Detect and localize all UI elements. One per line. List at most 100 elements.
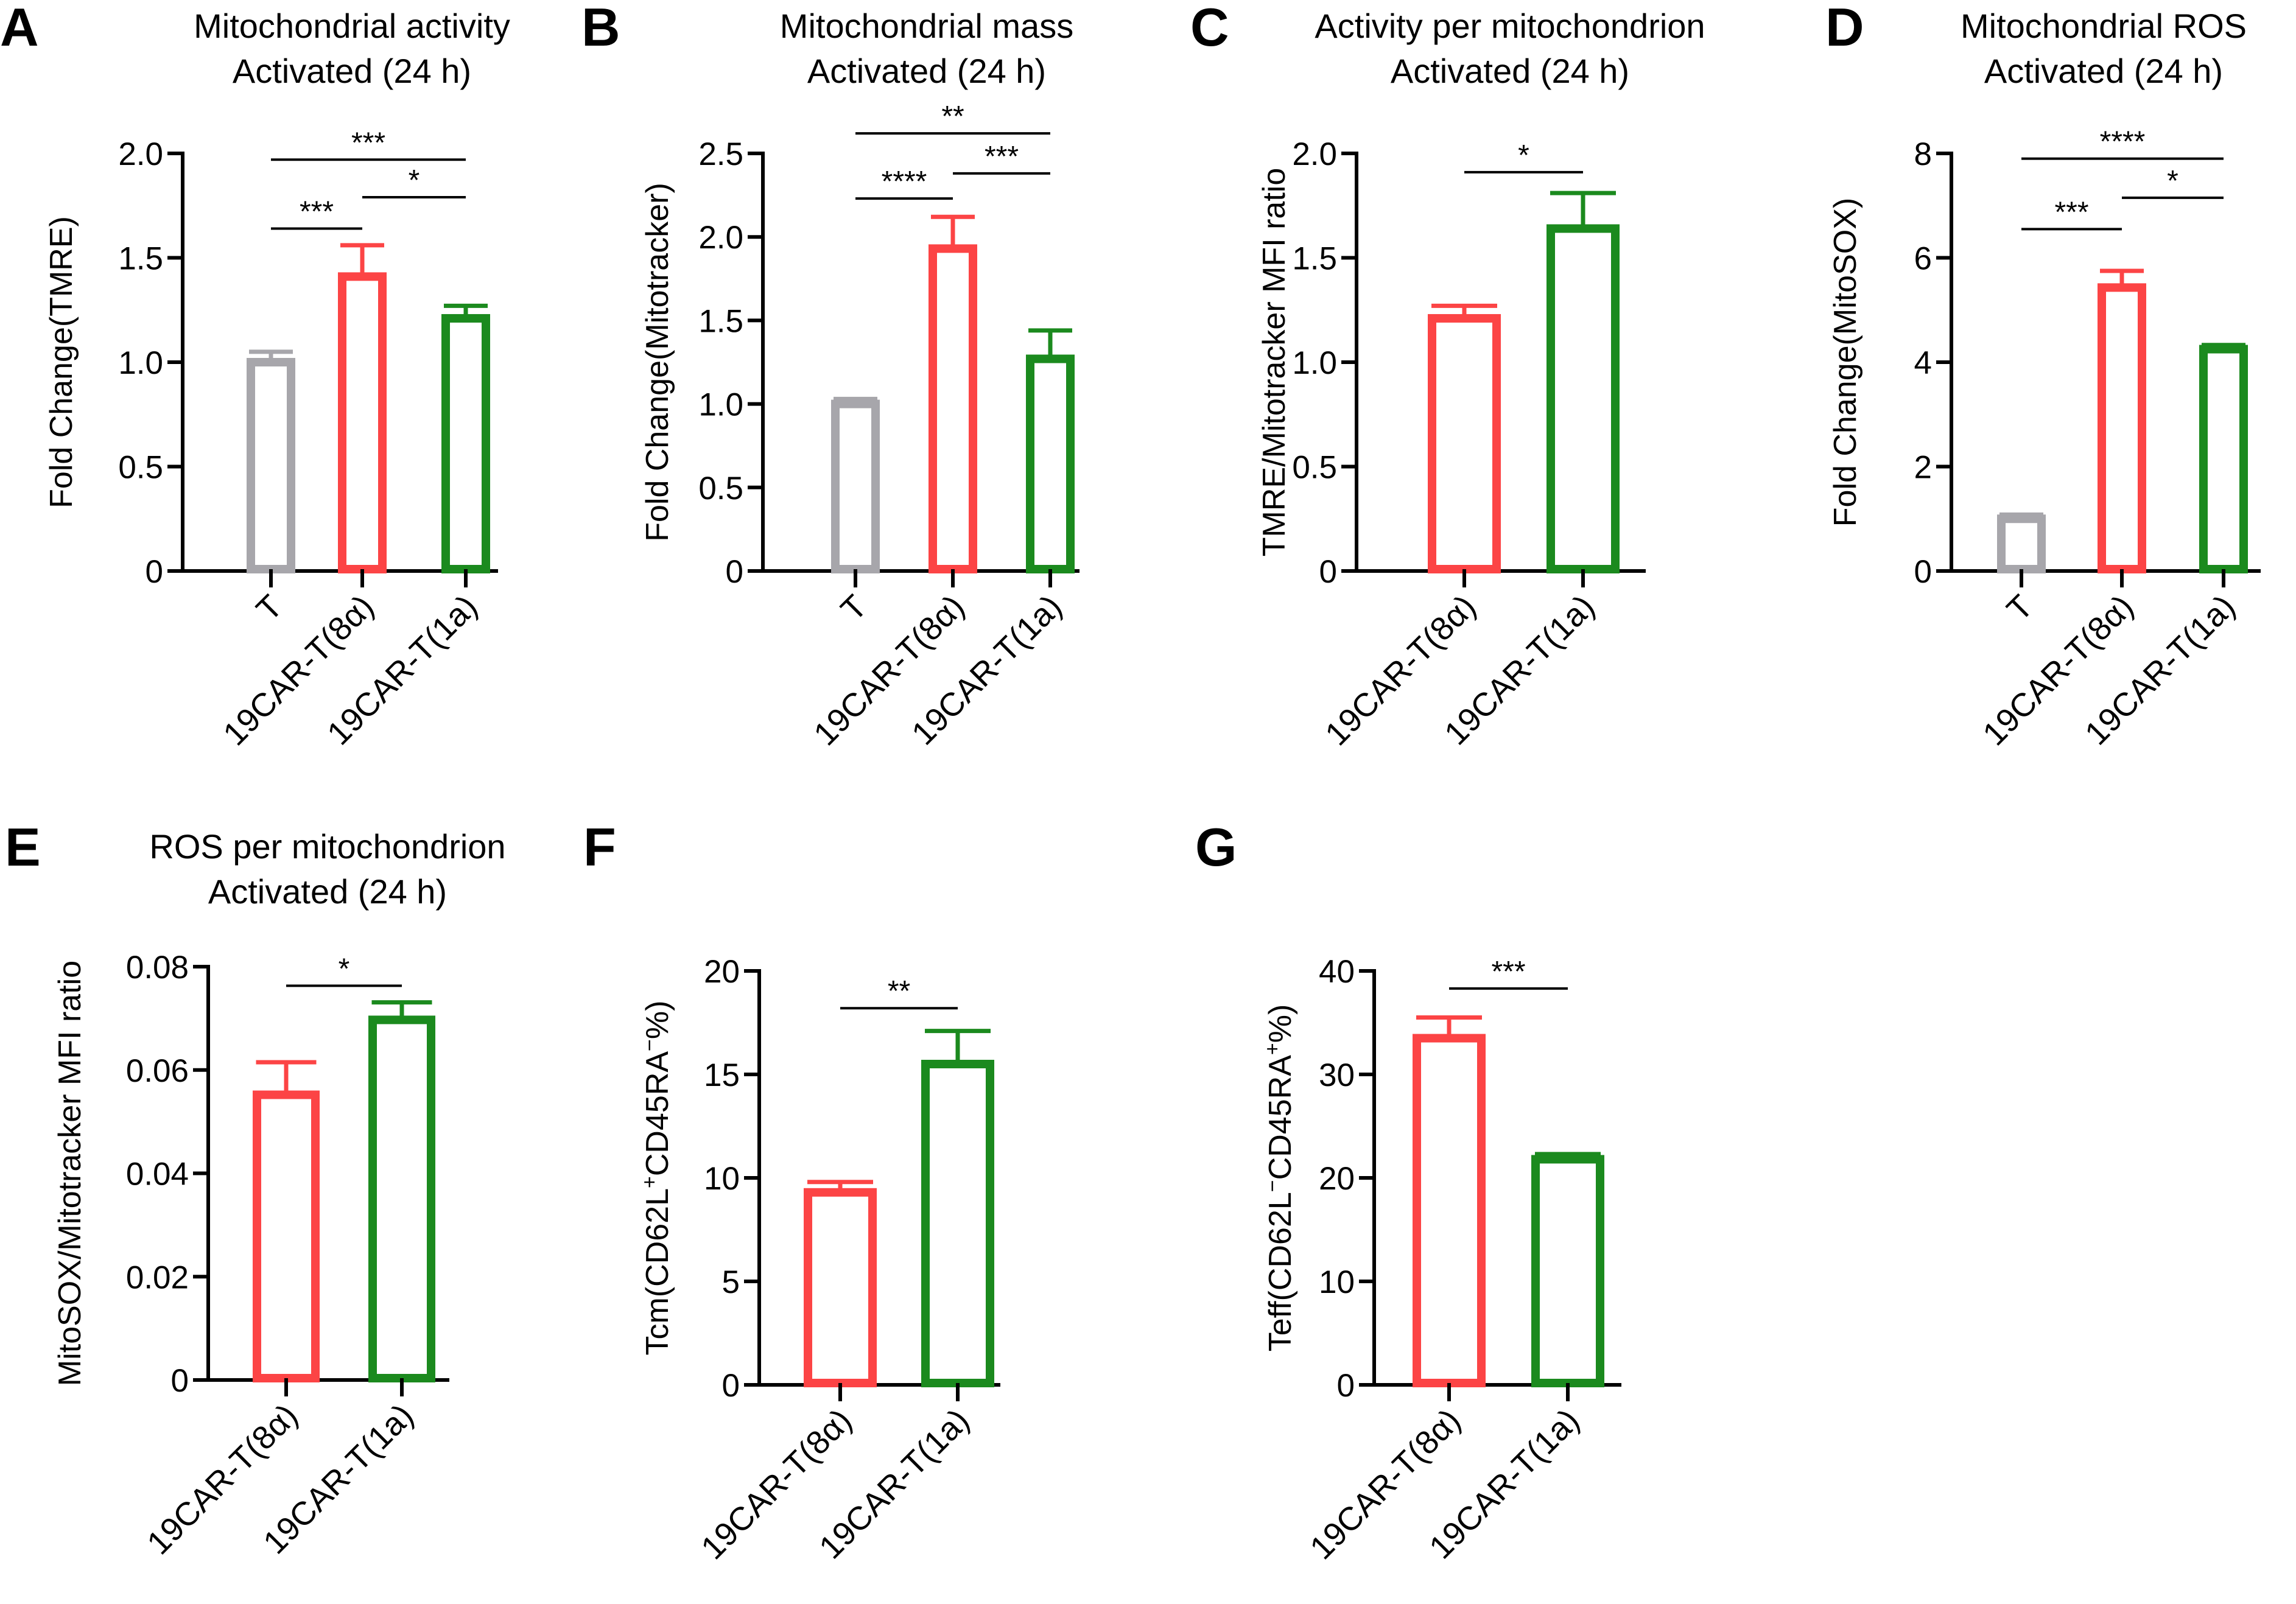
y-tick-label: 0 (146, 554, 163, 590)
y-tick-label: 0.02 (126, 1259, 189, 1295)
panel-label: C (1190, 0, 1229, 57)
y-tick-label: 0 (171, 1363, 189, 1399)
significance-label: *** (985, 141, 1019, 173)
y-tick-label: 2.0 (1292, 136, 1337, 172)
y-tick-label: 8 (1914, 136, 1932, 172)
y-label-superscript: − (1261, 1180, 1284, 1192)
bar (1413, 1034, 1486, 1387)
bar (831, 399, 880, 573)
panel-g: G010203040Teff(CD62L−CD45RA+%)19CAR-T(8α… (1195, 817, 1621, 1566)
panel-label: B (581, 0, 620, 57)
bar (338, 272, 387, 573)
significance-label: * (2167, 165, 2178, 197)
bar (1531, 1155, 1604, 1388)
y-axis-label: MitoSOX/Mitotracker MFI ratio (52, 961, 88, 1386)
y-tick-label: 1.0 (1292, 345, 1337, 381)
bar (1997, 514, 2046, 573)
y-tick-label: 0 (726, 554, 743, 590)
significance-label: *** (300, 195, 334, 228)
panel-d: D Mitochondrial ROS Activated (24 h) 0 2 4 6 8 F… (1825, 0, 2261, 752)
x-category-label: T (834, 588, 874, 628)
bar (921, 1060, 994, 1387)
y-tick-label: 0 (1319, 554, 1337, 590)
bar (1428, 313, 1501, 573)
y-tick-label: 1.5 (118, 241, 163, 277)
x-category-label: T (250, 588, 290, 628)
y-axis-label: Fold Change(Mitotracker) (640, 183, 675, 542)
y-axis-label: Fold Change(TMRE) (44, 216, 79, 508)
significance-label: *** (1491, 956, 1525, 988)
y-tick-label: 10 (1319, 1264, 1355, 1300)
significance-label: *** (2054, 196, 2088, 228)
y-axis-label: Teff(CD62L−CD45RA+%) (1261, 1004, 1298, 1352)
panel-a: A Mitochondrial activity Activated (24 h) 0… (0, 0, 510, 752)
bar (804, 1188, 877, 1388)
y-tick-label: 6 (1914, 241, 1932, 277)
y-tick-label: 40 (1319, 954, 1355, 990)
bar (2098, 283, 2146, 573)
y-tick-label: 1.5 (698, 303, 743, 339)
chart-title-line: Activated (24 h) (807, 52, 1046, 90)
y-tick-label: 1.0 (698, 387, 743, 423)
chart-title-line: Activated (24 h) (1391, 52, 1629, 90)
y-tick-label: 4 (1914, 345, 1932, 381)
significance-label: **** (2100, 126, 2146, 158)
panel-label: E (5, 817, 41, 877)
y-tick-label: 0.5 (698, 471, 743, 506)
y-axis-label: Tcm(CD62L+CD45RA−%) (638, 1001, 675, 1356)
y-tick-label: 2.5 (698, 136, 743, 172)
y-tick-label: 5 (722, 1264, 740, 1300)
panel-label: F (583, 817, 616, 877)
y-tick-label: 0.04 (126, 1157, 189, 1192)
y-label-part: Teff(CD62L (1263, 1192, 1298, 1351)
chart-title-line: Activated (24 h) (233, 52, 471, 90)
y-label-part: Tcm(CD62L (640, 1188, 675, 1356)
bar (441, 313, 490, 573)
x-category-label: T (2000, 588, 2040, 628)
y-tick-label: 30 (1319, 1057, 1355, 1093)
chart-title-line: Mitochondrial ROS (1961, 7, 2247, 45)
significance-label: ** (941, 100, 964, 133)
y-tick-label: 2.0 (118, 136, 163, 172)
y-tick-label: 2.0 (698, 220, 743, 256)
y-label-superscript: − (638, 1039, 661, 1051)
chart-title-line: Activity per mitochondrion (1315, 7, 1705, 45)
panel-c: C Activity per mitochondrion Activated (24… (1190, 0, 1705, 752)
panel-b: B Mitochondrial mass Activated (24 h) 0 0.5 1… (581, 0, 1080, 752)
bar (1026, 354, 1075, 574)
significance-label: * (1518, 139, 1529, 172)
panel-label: D (1825, 0, 1864, 57)
bar (929, 244, 977, 573)
y-axis-label: Fold Change(MitoSOX) (1828, 198, 1863, 527)
y-label-superscript: + (1261, 1043, 1284, 1055)
chart-title-line: Activated (24 h) (208, 872, 447, 911)
y-tick-label: 20 (1319, 1161, 1355, 1197)
panel-e: E ROS per mitochondrion Activated (24 h) 0 0… (5, 817, 506, 1561)
y-label-part: CD45RA (640, 1051, 675, 1176)
y-tick-label: 0 (1914, 554, 1932, 590)
y-label-superscript: + (638, 1176, 661, 1188)
y-tick-label: 0.5 (1292, 450, 1337, 486)
panel-f: F05101520Tcm(CD62L+CD45RA−%)19CAR-T(8α)1… (583, 817, 1000, 1566)
y-tick-label: 10 (704, 1161, 740, 1197)
y-label-part: %) (640, 1001, 675, 1040)
bar (247, 358, 295, 573)
y-tick-label: 1.0 (118, 345, 163, 381)
y-axis-label: TMRE/Mitotracker MFI ratio (1257, 168, 1292, 557)
y-tick-label: 2 (1914, 450, 1932, 486)
y-tick-label: 0 (1337, 1368, 1355, 1404)
significance-label: **** (882, 166, 927, 198)
panel-label: G (1195, 817, 1237, 877)
significance-label: * (339, 953, 350, 985)
chart-title-line: ROS per mitochondrion (149, 827, 505, 866)
chart-title-line: Mitochondrial activity (194, 7, 510, 45)
chart-title-line: Mitochondrial mass (780, 7, 1073, 45)
y-label-part: %) (1263, 1004, 1298, 1043)
y-tick-label: 0.08 (126, 950, 189, 986)
significance-label: *** (351, 127, 385, 159)
chart-title-line: Activated (24 h) (1984, 52, 2223, 90)
y-tick-label: 20 (704, 954, 740, 990)
bar (2199, 345, 2248, 573)
y-tick-label: 0.5 (118, 450, 163, 486)
